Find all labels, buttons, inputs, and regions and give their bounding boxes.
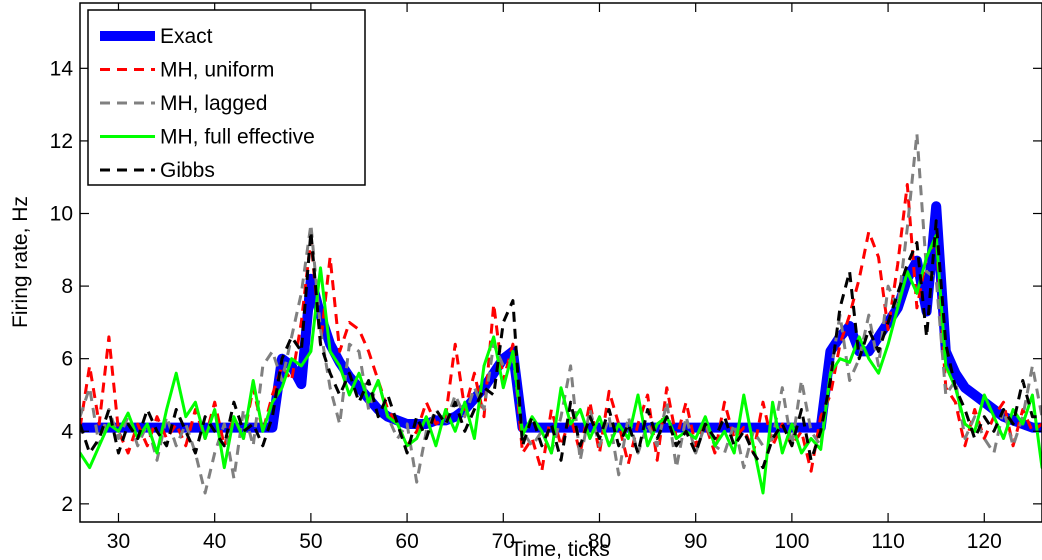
x-tick-label: 40 bbox=[203, 530, 226, 553]
series-layer bbox=[80, 132, 1042, 495]
legend-label-exact: Exact bbox=[160, 25, 213, 48]
y-tick-label: 8 bbox=[61, 275, 73, 298]
y-tick-label: 10 bbox=[50, 203, 73, 226]
x-axis-label: Time, ticks bbox=[510, 538, 610, 560]
legend-label-mh-full-effective: MH, full effective bbox=[160, 126, 315, 149]
legend-label-mh-lagged: MH, lagged bbox=[160, 92, 267, 115]
series-line-mh-full-effective bbox=[80, 233, 1042, 495]
x-tick-label: 70 bbox=[492, 530, 515, 553]
y-tick-label: 12 bbox=[50, 130, 73, 153]
legend: Exact MH, uniform MH, lagged MH, full effec… bbox=[87, 9, 366, 186]
x-tick-label: 30 bbox=[107, 530, 130, 553]
y-tick-label: 2 bbox=[61, 493, 73, 516]
legend-label-gibbs: Gibbs bbox=[160, 159, 215, 182]
x-tick-label: 110 bbox=[871, 530, 904, 553]
y-axis-label: Firing rate, Hz bbox=[9, 196, 32, 328]
legend-label-mh-uniform: MH, uniform bbox=[160, 59, 274, 82]
x-tick-label: 60 bbox=[395, 530, 418, 553]
x-tick-label: 120 bbox=[967, 530, 1002, 553]
y-tick-label: 14 bbox=[50, 57, 74, 80]
y-tick-label: 6 bbox=[61, 348, 73, 371]
series-line-gibbs bbox=[80, 219, 1042, 470]
x-tick-label: 90 bbox=[684, 530, 707, 553]
x-tick-label: 80 bbox=[588, 530, 611, 553]
y-tick-label: 4 bbox=[61, 420, 73, 443]
ticks-layer: 30 40 50 60 70 80 90 100 110 120 2 4 6 8 10 12 14 bbox=[50, 3, 1042, 553]
x-tick-label: 100 bbox=[774, 530, 809, 553]
plot-frame bbox=[79, 2, 1042, 523]
x-tick-label: 50 bbox=[299, 530, 322, 553]
